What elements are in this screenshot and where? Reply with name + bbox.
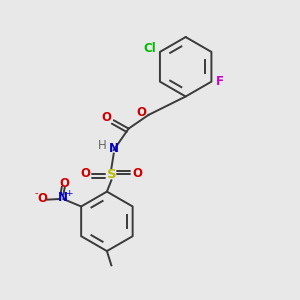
Text: O: O <box>136 106 146 119</box>
Text: O: O <box>80 167 90 180</box>
Text: O: O <box>101 111 111 124</box>
Text: O: O <box>60 177 70 190</box>
Text: N: N <box>58 191 68 204</box>
Text: O: O <box>37 192 47 205</box>
Text: S: S <box>106 168 116 181</box>
Text: +: + <box>65 189 72 198</box>
Text: F: F <box>216 75 224 88</box>
Text: H: H <box>98 139 107 152</box>
Text: -: - <box>35 188 38 198</box>
Text: O: O <box>133 167 142 180</box>
Text: Cl: Cl <box>143 42 156 55</box>
Text: N: N <box>109 142 119 155</box>
